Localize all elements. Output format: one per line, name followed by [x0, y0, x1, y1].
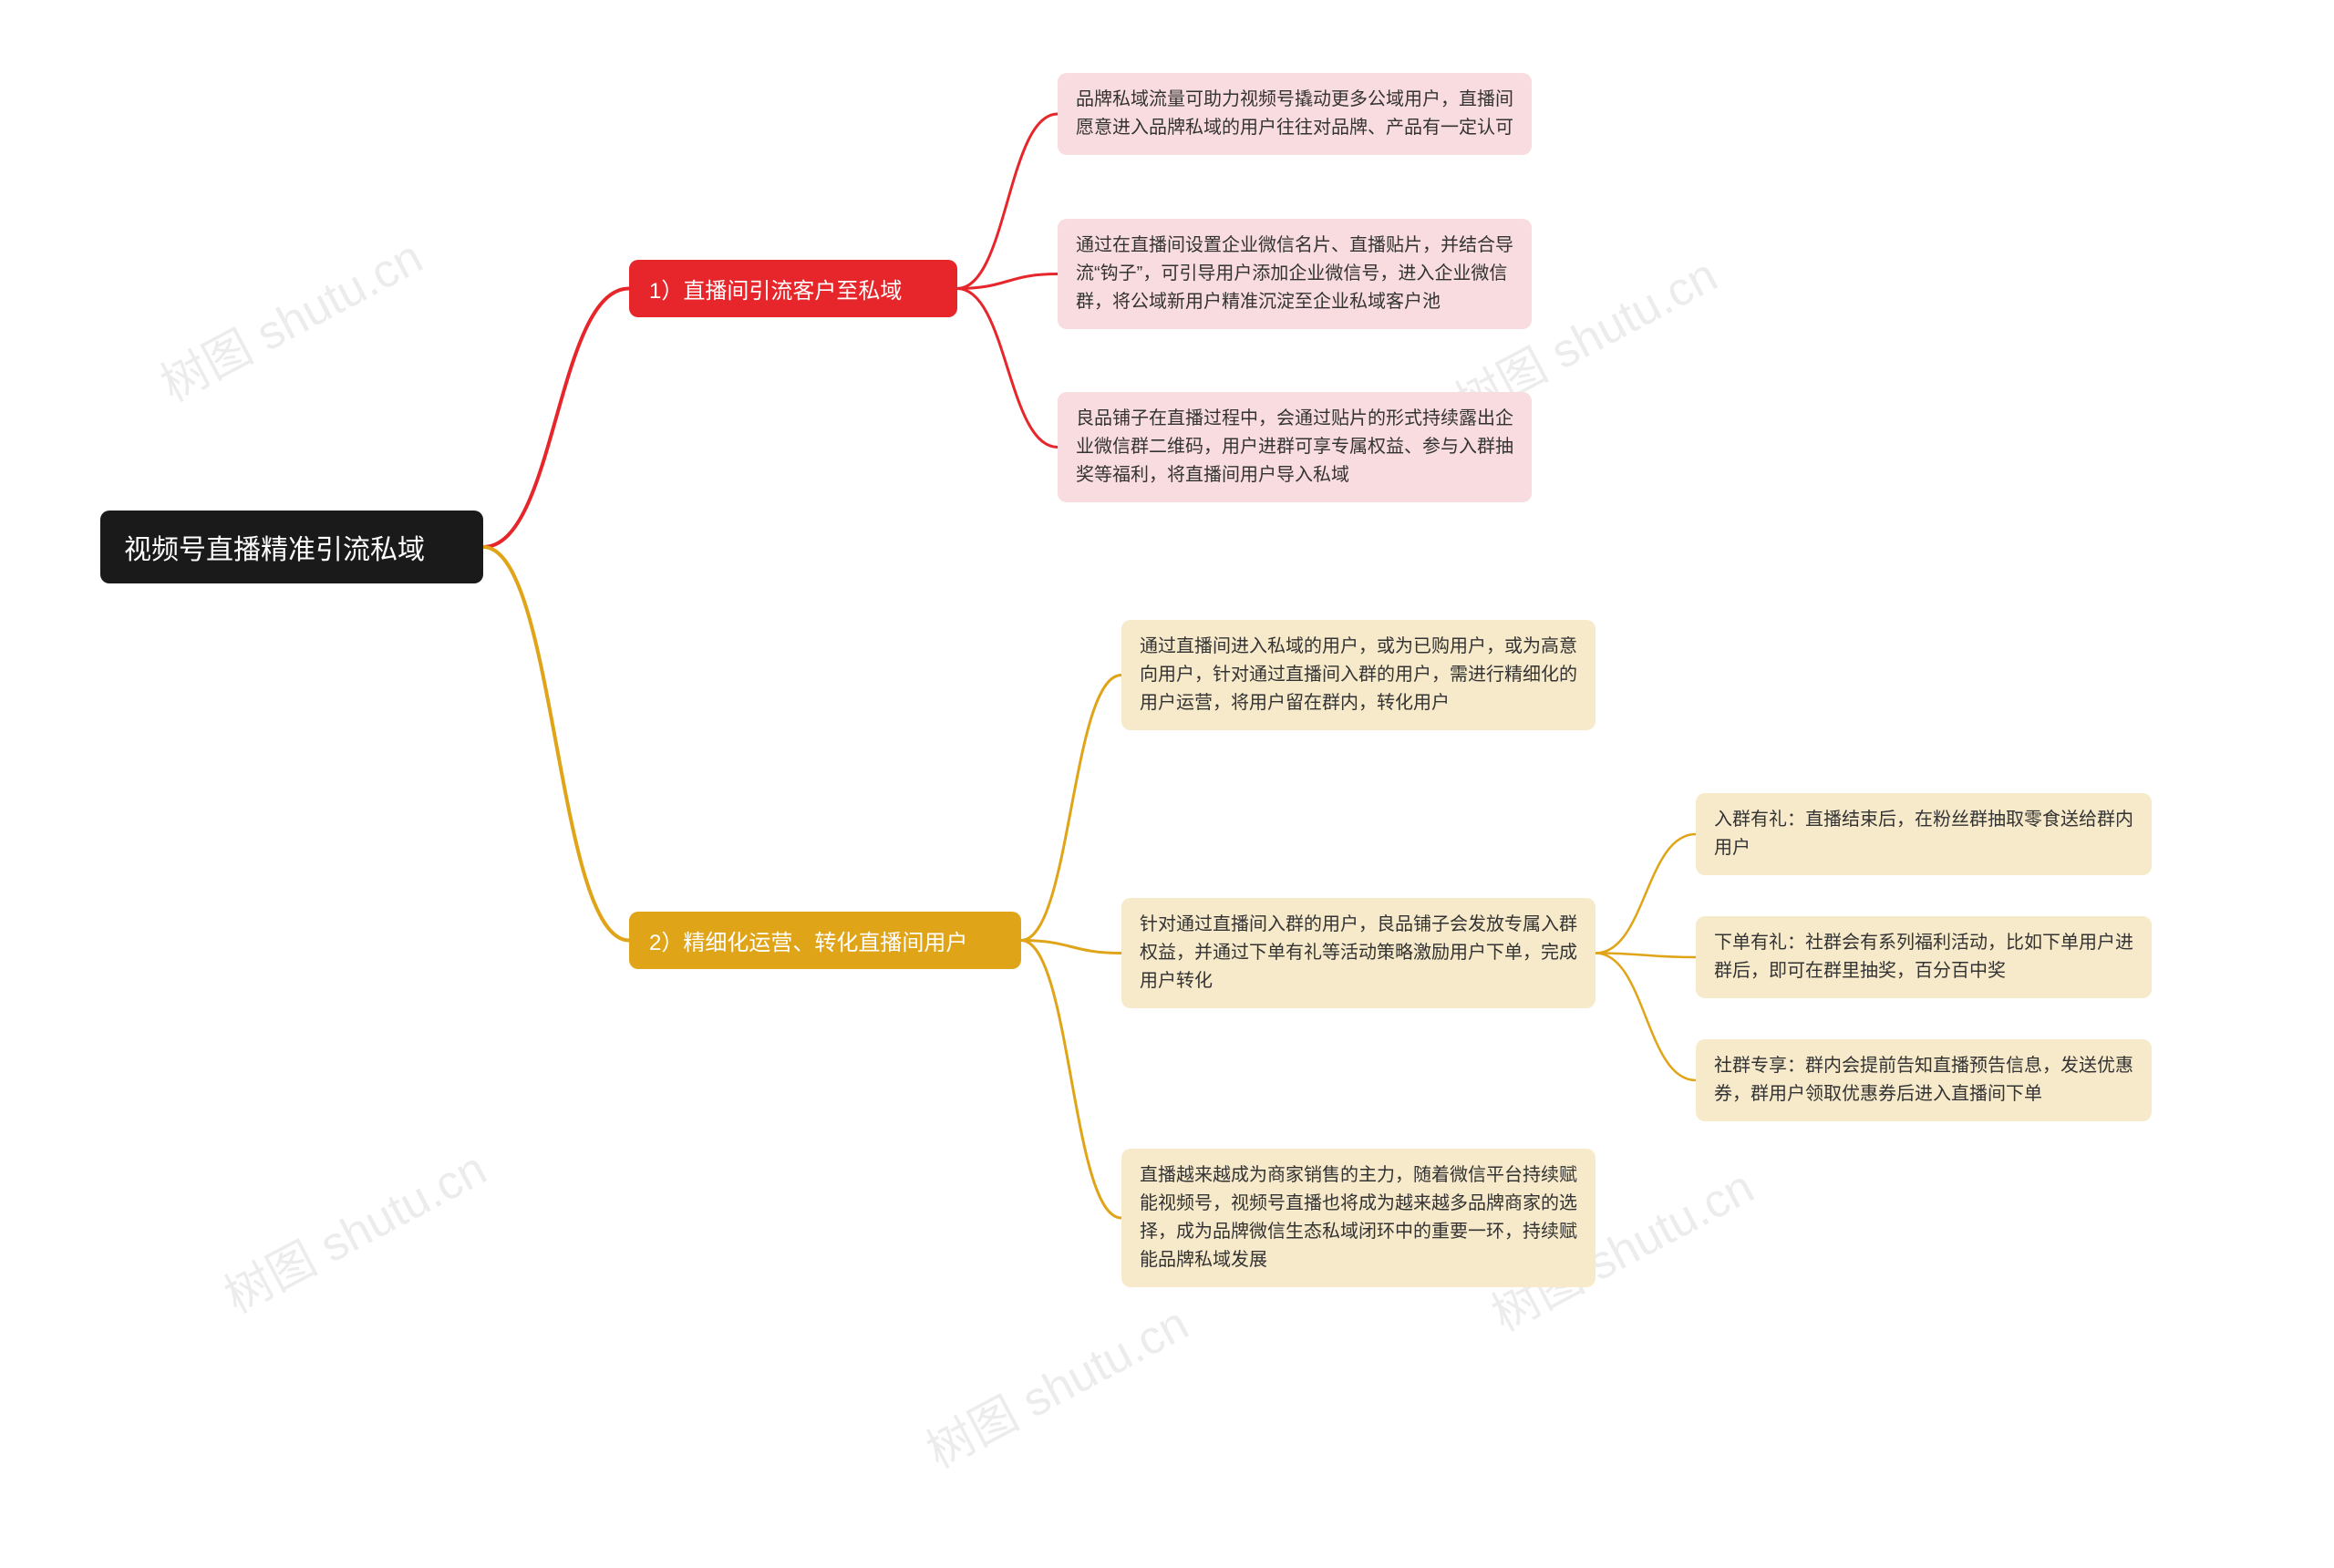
branch-2-leaf-2-child-1: 入群有礼：直播结束后，在粉丝群抽取零食送给群内用户: [1696, 793, 2152, 875]
leaf-text: 良品铺子在直播过程中，会通过贴片的形式持续露出企业微信群二维码，用户进群可享专属…: [1076, 405, 1513, 490]
watermark: 树图 shutu.cn: [147, 219, 432, 414]
watermark: 树图 shutu.cn: [913, 1285, 1198, 1480]
root-label: 视频号直播精准引流私域: [124, 527, 425, 567]
leaf-text: 入群有礼：直播结束后，在粉丝群抽取零食送给群内用户: [1714, 806, 2133, 862]
branch-1-label: 1）直播间引流客户至私域: [649, 273, 902, 304]
branch-2-node: 2）精细化运营、转化直播间用户: [629, 912, 1021, 969]
branch-1-leaf-2: 通过在直播间设置企业微信名片、直播贴片，并结合导流“钩子”，可引导用户添加企业微…: [1058, 219, 1532, 329]
branch-2-leaf-1: 通过直播间进入私域的用户，或为已购用户，或为高意向用户，针对通过直播间入群的用户…: [1121, 620, 1596, 730]
leaf-text: 通过在直播间设置企业微信名片、直播贴片，并结合导流“钩子”，可引导用户添加企业微…: [1076, 232, 1513, 316]
branch-2-leaf-2-child-2: 下单有礼：社群会有系列福利活动，比如下单用户进群后，即可在群里抽奖，百分百中奖: [1696, 916, 2152, 998]
leaf-text: 通过直播间进入私域的用户，或为已购用户，或为高意向用户，针对通过直播间入群的用户…: [1140, 633, 1577, 717]
branch-2-leaf-2-child-3: 社群专享：群内会提前告知直播预告信息，发送优惠券，群用户领取优惠券后进入直播间下…: [1696, 1039, 2152, 1121]
branch-1-leaf-1: 品牌私域流量可助力视频号撬动更多公域用户，直播间愿意进入品牌私域的用户往往对品牌…: [1058, 73, 1532, 155]
leaf-text: 社群专享：群内会提前告知直播预告信息，发送优惠券，群用户领取优惠券后进入直播间下…: [1714, 1052, 2133, 1109]
leaf-text: 针对通过直播间入群的用户，良品铺子会发放专属入群权益，并通过下单有礼等活动策略激…: [1140, 911, 1577, 995]
branch-1-leaf-3: 良品铺子在直播过程中，会通过贴片的形式持续露出企业微信群二维码，用户进群可享专属…: [1058, 392, 1532, 502]
branch-2-label: 2）精细化运营、转化直播间用户: [649, 924, 967, 956]
leaf-text: 品牌私域流量可助力视频号撬动更多公域用户，直播间愿意进入品牌私域的用户往往对品牌…: [1076, 86, 1513, 142]
branch-2-leaf-3: 直播越来越成为商家销售的主力，随着微信平台持续赋能视频号，视频号直播也将成为越来…: [1121, 1149, 1596, 1287]
leaf-text: 下单有礼：社群会有系列福利活动，比如下单用户进群后，即可在群里抽奖，百分百中奖: [1714, 929, 2133, 985]
root-node: 视频号直播精准引流私域: [100, 511, 483, 583]
branch-1-node: 1）直播间引流客户至私域: [629, 260, 957, 317]
watermark: 树图 shutu.cn: [211, 1130, 496, 1326]
branch-2-leaf-2: 针对通过直播间入群的用户，良品铺子会发放专属入群权益，并通过下单有礼等活动策略激…: [1121, 898, 1596, 1008]
leaf-text: 直播越来越成为商家销售的主力，随着微信平台持续赋能视频号，视频号直播也将成为越来…: [1140, 1161, 1577, 1274]
